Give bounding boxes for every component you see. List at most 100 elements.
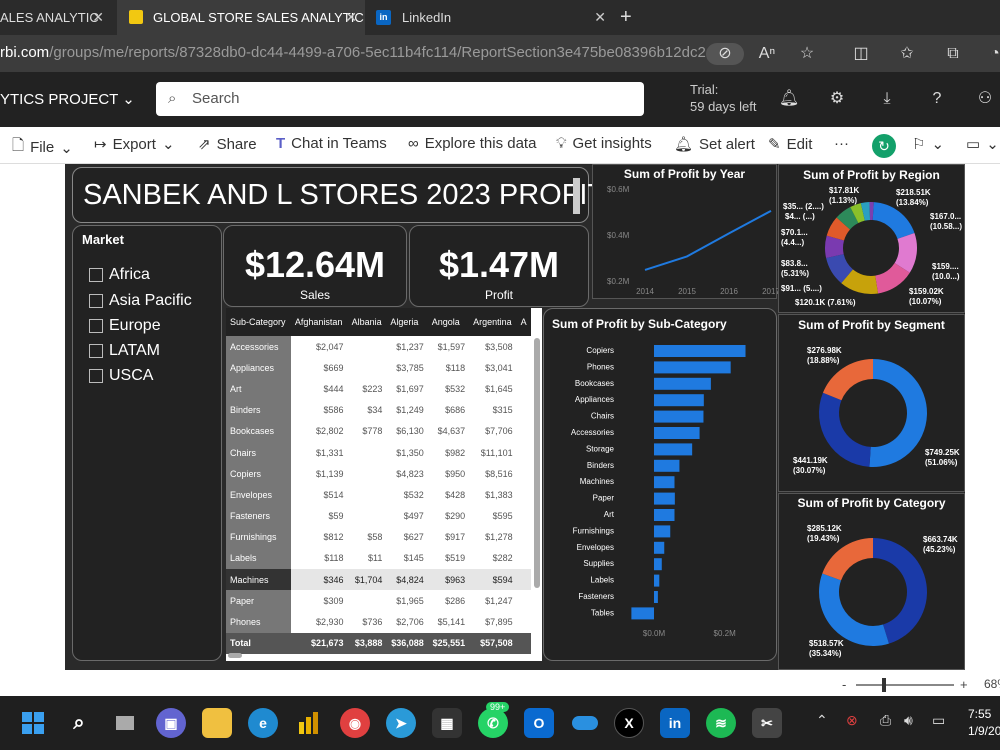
search-icon[interactable]: ⌕ [73, 711, 85, 734]
url-field[interactable]: rbi.com/groups/me/reports/87328db0-dc44-… [0, 44, 719, 61]
help-icon[interactable]: ? [932, 90, 942, 107]
more-options-button[interactable]: ··· [834, 135, 849, 152]
table-header-cell[interactable]: A [516, 308, 531, 336]
task-view-icon[interactable] [110, 708, 140, 738]
bell-icon[interactable]: 🔔︎ [778, 90, 800, 107]
outlook-icon[interactable]: O [524, 708, 554, 738]
table-header-cell[interactable]: Sub-Category [226, 308, 291, 336]
onedrive-icon[interactable] [570, 708, 600, 738]
zoom-in-button[interactable]: + [960, 677, 968, 692]
store-icon[interactable]: ▦ [432, 708, 462, 738]
edit-button[interactable]: ✎ Edit [768, 135, 813, 154]
edge-browser-icon[interactable]: e [248, 708, 278, 738]
refresh-icon[interactable]: ↻ [872, 134, 896, 158]
snipping-tool-icon[interactable]: ✂ [752, 708, 782, 738]
feedback-icon[interactable]: ⚇ [977, 90, 993, 107]
get-insights-button[interactable]: 💡︎ Get insights [556, 135, 652, 152]
table-row[interactable]: Paper $309 $1,965 $286 $1,247 [226, 590, 531, 612]
clock[interactable]: 7:55 1/9/20 [968, 707, 1000, 738]
close-tab-icon[interactable]: ✕ [345, 9, 357, 25]
browser-tab[interactable]: in LinkedIn ✕ [370, 0, 614, 35]
checkbox[interactable] [89, 268, 103, 282]
chat-in-teams-button[interactable]: T Chat in Teams [276, 135, 387, 152]
favorite-star-icon[interactable]: ☆ [799, 45, 815, 62]
set-alert-button[interactable]: 🔔︎ Set alert [674, 135, 755, 154]
download-icon[interactable]: ⤓ [883, 90, 891, 107]
chrome-icon[interactable]: ◉ [340, 708, 370, 738]
table-row[interactable]: Chairs $1,331 $1,350 $982 $11,101 [226, 441, 531, 464]
table-row[interactable]: Accessories $2,047 $1,237 $1,597 $3,508 [226, 336, 531, 358]
browser-tab-active[interactable]: GLOBAL STORE SALES ANALYTIC ✕ [117, 0, 365, 35]
close-tab-icon[interactable]: ✕ [92, 9, 104, 25]
profit-card[interactable]: $1.47M Profit [409, 225, 589, 307]
battery-icon[interactable]: ▭ [932, 712, 946, 728]
volume-icon[interactable]: 🔊︎ [904, 712, 913, 728]
vertical-scrollbar[interactable] [534, 338, 540, 588]
profit-by-subcategory-chart[interactable]: Sum of Profit by Sub-Category Copiers Pho… [543, 308, 777, 661]
table-header-cell[interactable]: Afghanistan [290, 308, 348, 336]
explore-data-button[interactable]: ∞ Explore this data [408, 135, 537, 152]
search-input[interactable]: ⌕ Search [156, 82, 644, 116]
file-menu[interactable]: 🗋 File ⌄ [12, 135, 73, 160]
powerbi-icon[interactable] [294, 708, 324, 738]
network-icon[interactable]: ⎙ [880, 712, 892, 728]
view-menu[interactable]: ▭ ⌄ [966, 135, 999, 153]
workspace-name[interactable]: YTICS PROJECT ⌄ [0, 91, 135, 108]
checkbox[interactable] [89, 369, 103, 383]
table-header-cell[interactable]: Algeria [386, 308, 428, 336]
sales-card[interactable]: $12.64M Sales [223, 225, 407, 307]
windows-start-icon[interactable] [18, 708, 48, 738]
profit-by-year-chart[interactable]: Sum of Profit by Year $0.6M $0.4M $0.2M 201… [592, 164, 778, 299]
table-row[interactable]: Machines $346 $1,704 $4,824 $963 $594 [226, 569, 531, 591]
table-row[interactable]: Labels $118 $11 $145 $519 $282 [226, 547, 531, 570]
telegram-icon[interactable]: ➤ [386, 708, 416, 738]
tracking-prevention-icon[interactable]: ⊘ [706, 43, 744, 65]
table-row[interactable]: Envelopes $514 $532 $428 $1,383 [226, 484, 531, 506]
checkbox[interactable] [89, 344, 103, 358]
zoom-out-button[interactable]: - [842, 677, 847, 692]
spotify-icon[interactable]: ≋ [706, 708, 736, 738]
chevron-up-icon[interactable]: ⌃ [816, 712, 828, 728]
profit-by-segment-chart[interactable]: Sum of Profit by Segment $749.25K (51.06%… [778, 314, 965, 492]
chat-icon[interactable]: ▣ [156, 708, 186, 738]
export-menu[interactable]: ↦ Export ⌄ [94, 135, 175, 154]
favorites-icon[interactable]: ✩ [900, 45, 914, 62]
slicer-item-africa[interactable]: Africa [89, 266, 150, 284]
x-twitter-icon[interactable]: X [614, 708, 644, 738]
whatsapp-icon[interactable]: ✆ [478, 708, 508, 738]
split-screen-icon[interactable]: ◫ [853, 45, 869, 62]
share-button[interactable]: ⇗ Share [198, 135, 257, 154]
linkedin-icon[interactable]: in [660, 708, 690, 738]
close-tab-icon[interactable]: ✕ [594, 9, 606, 25]
read-aloud-icon[interactable]: Aⁿ [758, 45, 776, 62]
profit-by-category-chart[interactable]: Sum of Profit by Category $663.74K (45.23… [778, 493, 965, 670]
table-row[interactable]: Furnishings $812 $58 $627 $917 $1,278 [226, 526, 531, 548]
checkbox[interactable] [89, 319, 103, 333]
table-row[interactable]: Fasteners $59 $497 $290 $595 [226, 505, 531, 527]
slicer-item-asia-pacific[interactable]: Asia Pacific [89, 292, 192, 310]
table-row[interactable]: Binders $586 $34 $1,249 $686 $315 [226, 399, 531, 421]
table-row[interactable]: Art $444 $223 $1,697 $532 $1,645 [226, 378, 531, 400]
bookmark-menu[interactable]: ⚐ ⌄ [912, 135, 944, 153]
table-header-cell[interactable]: Albania [347, 308, 387, 336]
zoom-slider-thumb[interactable] [882, 678, 886, 692]
zoom-slider[interactable] [856, 684, 954, 686]
table-header-cell[interactable]: Angola [427, 308, 470, 336]
profit-matrix-table[interactable]: Sub-Category Afghanistan Albania Algeria Ang… [226, 308, 542, 661]
profit-by-region-chart[interactable]: Sum of Profit by Region $17.81K (1.13%) $2… [778, 164, 965, 313]
slicer-item-latam[interactable]: LATAM [89, 342, 160, 360]
checkbox[interactable] [89, 294, 103, 308]
collections-icon[interactable]: ⧉ [947, 45, 959, 62]
security-alert-icon[interactable]: ⊗ [846, 712, 858, 728]
table-row[interactable]: Appliances $669 $3,785 $118 $3,041 [226, 357, 531, 379]
table-row[interactable]: Bookcases $2,802 $778 $6,130 $4,637 $7,706 [226, 420, 531, 442]
slicer-item-usca[interactable]: USCA [89, 367, 153, 385]
table-header-cell[interactable]: Argentina [469, 308, 517, 336]
browser-tab[interactable]: ALES ANALYTIC ✕ [0, 0, 112, 35]
table-row[interactable]: Phones $2,930 $736 $2,706 $5,141 $7,895 [226, 611, 531, 633]
table-row[interactable]: Copiers $1,139 $4,823 $950 $8,516 [226, 463, 531, 485]
slicer-item-europe[interactable]: Europe [89, 317, 161, 335]
gear-icon[interactable]: ⚙ [829, 90, 845, 107]
new-tab-icon[interactable]: + [620, 6, 632, 28]
profile-icon[interactable]: ◔ [990, 45, 1000, 62]
